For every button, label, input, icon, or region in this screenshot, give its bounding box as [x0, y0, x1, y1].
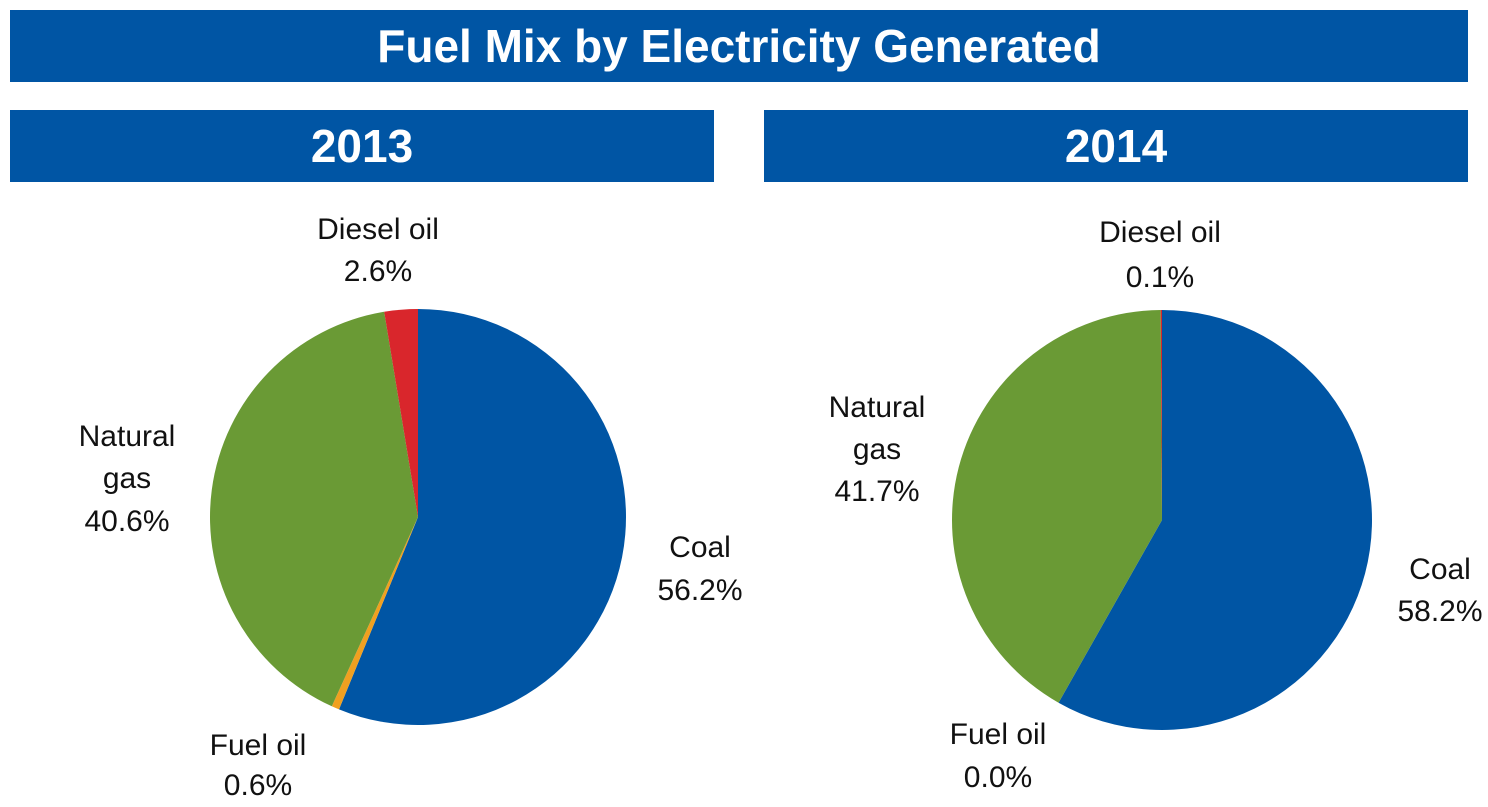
slice-label: Diesel oil [317, 213, 439, 246]
chart-title: 2014 [764, 110, 1468, 182]
pie-slice [339, 309, 626, 725]
value-label: 41.7% [834, 475, 920, 508]
slice-label: Diesel oil [1099, 216, 1221, 249]
slice-label: Natural gas [828, 391, 926, 466]
value-label: 40.6% [84, 505, 170, 538]
value-label: 0.1% [1125, 261, 1195, 294]
value-label: 0.0% [963, 761, 1033, 794]
pie-slice [210, 311, 418, 707]
pie-slice [1058, 310, 1373, 730]
value-label: 2.6% [343, 255, 413, 288]
pie-slice [952, 310, 1162, 703]
slice-label: Fuel oil [209, 729, 307, 762]
pie-slice [331, 517, 418, 710]
value-label: 58.2% [1397, 595, 1483, 628]
main-title: Fuel Mix by Electricity Generated [10, 10, 1468, 82]
value-label: 0.6% [223, 769, 293, 802]
chart-title: 2013 [10, 110, 714, 182]
value-label: 56.2% [657, 574, 743, 607]
slice-label: Fuel oil [949, 718, 1047, 751]
pie-slice [384, 309, 418, 517]
slice-label: Coal [669, 531, 731, 564]
pie-slice [1160, 310, 1162, 520]
slice-label: Natural gas [78, 420, 176, 495]
slice-label: Coal [1409, 553, 1471, 586]
